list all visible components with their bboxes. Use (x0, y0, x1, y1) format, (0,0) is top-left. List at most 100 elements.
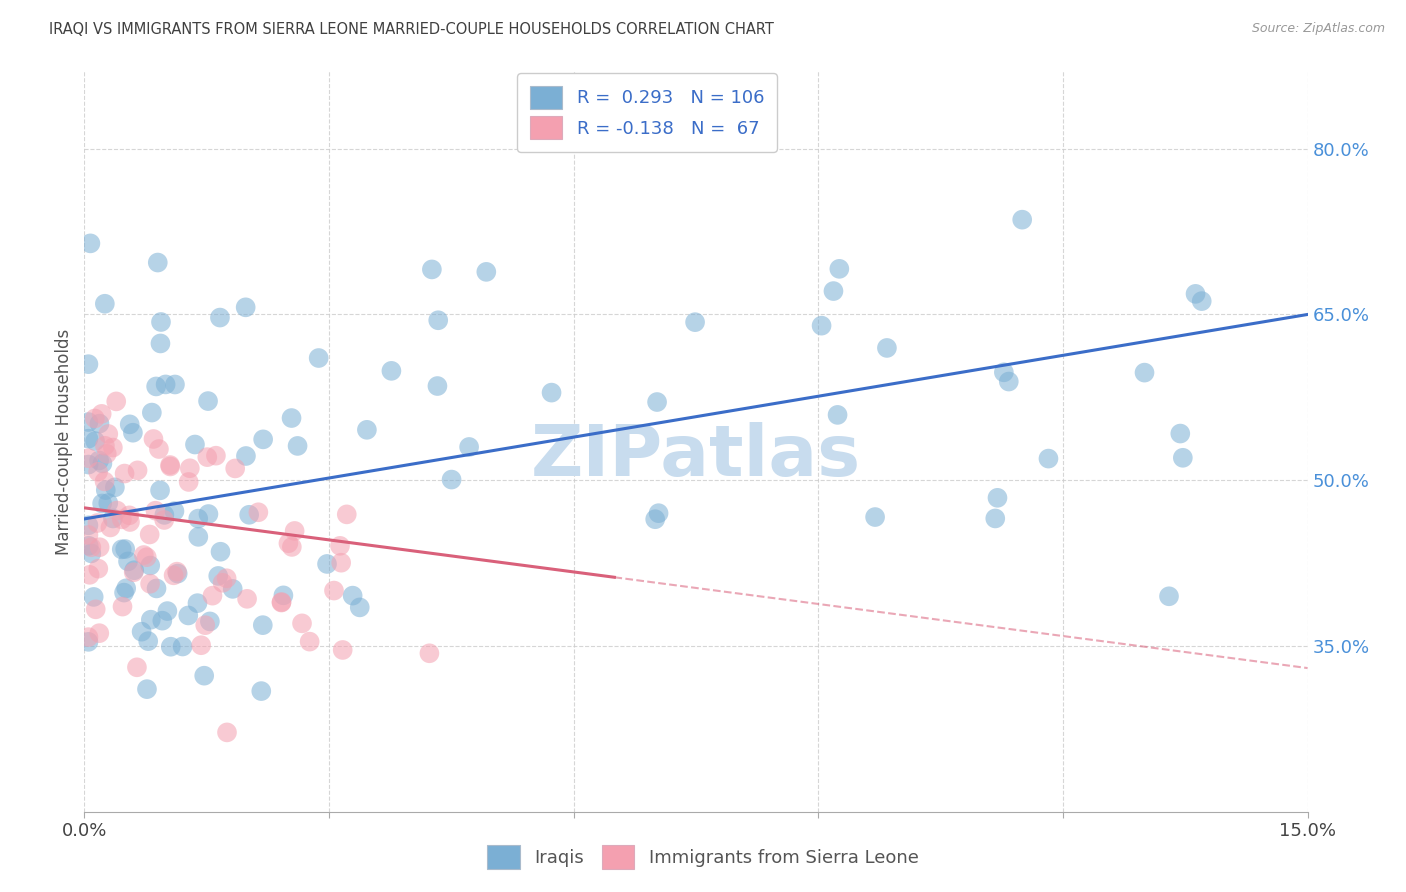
Point (427, 313, 450, 327)
Point (163, 377, 186, 392)
Text: ZIPatlas: ZIPatlas (531, 422, 860, 491)
Point (77, 415, 100, 429)
Point (172, 640, 194, 654)
Point (1157, 589, 1180, 603)
Point (330, 556, 353, 570)
Point (993, 365, 1015, 379)
Point (238, 508, 260, 522)
Point (997, 375, 1019, 389)
Point (94, 297, 117, 311)
Point (112, 585, 135, 599)
Point (125, 660, 148, 674)
Point (77, 432, 100, 446)
Point (139, 613, 162, 627)
Point (159, 458, 181, 472)
Point (77, 539, 100, 553)
Point (287, 439, 309, 453)
Point (356, 423, 378, 437)
Point (150, 614, 173, 628)
Point (827, 408, 849, 422)
Point (184, 437, 207, 451)
Point (87, 465, 110, 479)
Point (97, 496, 120, 510)
Point (235, 449, 257, 463)
Point (270, 596, 292, 610)
Point (205, 449, 228, 463)
Point (280, 411, 302, 425)
Point (118, 515, 141, 529)
Point (153, 513, 176, 527)
Point (207, 569, 229, 583)
Point (84, 602, 107, 616)
Point (209, 545, 232, 559)
Point (986, 491, 1008, 505)
Point (111, 512, 134, 526)
Point (118, 417, 141, 432)
Point (77, 630, 100, 644)
Text: IRAQI VS IMMIGRANTS FROM SIERRA LEONE MARRIED-COUPLE HOUSEHOLDS CORRELATION CHAR: IRAQI VS IMMIGRANTS FROM SIERRA LEONE MA… (49, 22, 775, 37)
Text: Source: ZipAtlas.com: Source: ZipAtlas.com (1251, 22, 1385, 36)
Point (156, 604, 179, 618)
Point (198, 615, 221, 629)
Point (145, 379, 167, 393)
Point (252, 433, 274, 447)
Point (252, 618, 274, 632)
Point (342, 589, 364, 603)
Point (101, 511, 124, 525)
Point (80, 541, 103, 555)
Point (89, 540, 111, 554)
Point (201, 589, 224, 603)
Point (179, 461, 201, 475)
Point (1171, 450, 1194, 465)
Point (111, 599, 134, 614)
Point (177, 475, 200, 489)
Point (308, 351, 330, 365)
Point (84, 434, 107, 448)
Point (1038, 451, 1060, 466)
Point (810, 318, 832, 333)
Point (77, 518, 100, 533)
Point (148, 442, 170, 456)
Point (159, 459, 181, 474)
Point (104, 480, 127, 494)
Point (118, 508, 141, 523)
Point (139, 576, 162, 591)
Legend: Iraqis, Immigrants from Sierra Leone: Iraqis, Immigrants from Sierra Leone (479, 838, 927, 876)
Point (114, 542, 136, 557)
Point (155, 377, 177, 392)
Point (177, 608, 200, 623)
Y-axis label: Married-couple Households: Married-couple Households (55, 328, 73, 555)
Point (139, 558, 162, 573)
Point (87, 453, 110, 467)
Point (149, 336, 172, 351)
Point (117, 554, 139, 568)
Point (683, 315, 706, 329)
Point (823, 284, 845, 298)
Point (77, 635, 100, 649)
Point (145, 582, 167, 596)
Point (79, 567, 101, 582)
Point (146, 255, 169, 269)
Point (211, 575, 233, 590)
Point (89, 417, 111, 431)
Point (193, 668, 215, 682)
Point (418, 646, 440, 660)
Point (94, 439, 117, 453)
Point (281, 540, 304, 554)
Point (236, 591, 259, 606)
Point (83, 590, 105, 604)
Point (141, 406, 163, 420)
Point (215, 725, 238, 739)
Point (197, 507, 219, 521)
Point (145, 504, 167, 518)
Point (127, 463, 149, 477)
Point (79, 236, 101, 251)
Point (115, 582, 138, 596)
Point (105, 503, 128, 517)
Point (89, 626, 111, 640)
Point (323, 583, 346, 598)
Point (222, 582, 245, 596)
Point (150, 315, 173, 329)
Point (162, 568, 184, 582)
Point (166, 565, 188, 579)
